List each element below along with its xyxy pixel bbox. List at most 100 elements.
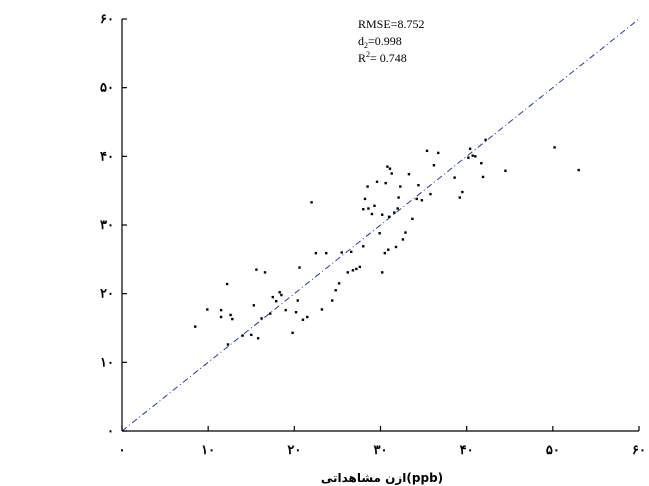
y-tick-label: ۵۰ <box>100 81 114 96</box>
rmse-text: RMSE=8.752 <box>358 17 424 31</box>
data-point <box>420 199 424 202</box>
x-tick-label: ۳۰ <box>374 443 388 458</box>
data-point <box>229 313 232 317</box>
data-point <box>256 337 260 340</box>
data-point <box>367 207 370 210</box>
r2-base: R <box>358 51 366 65</box>
data-point <box>429 192 432 196</box>
x-tick-label: ۲۰ <box>287 443 301 458</box>
data-point <box>432 164 436 167</box>
data-point <box>484 138 487 142</box>
data-point <box>363 197 367 201</box>
x-tick-label: ۱۰ <box>201 443 215 458</box>
y-tick-label: ۴۰ <box>100 149 114 164</box>
data-point <box>362 245 365 248</box>
data-point <box>381 213 384 216</box>
data-point <box>231 317 234 321</box>
data-point <box>355 267 358 271</box>
data-point <box>384 181 387 185</box>
data-point <box>225 282 229 286</box>
data-point <box>252 304 256 307</box>
data-point <box>388 167 392 170</box>
data-point <box>314 251 318 255</box>
data-point <box>194 325 197 328</box>
data-point <box>350 250 353 253</box>
data-point <box>280 293 283 297</box>
points-layer <box>194 138 580 346</box>
data-point <box>325 251 328 255</box>
data-point <box>407 172 411 176</box>
data-point <box>226 343 230 346</box>
y-tick-label: ۳۰ <box>100 218 114 233</box>
reference-line-layer <box>121 18 640 432</box>
data-point <box>346 271 349 274</box>
data-point <box>467 156 470 159</box>
d2-text: d2=0.998 <box>358 34 402 50</box>
data-point <box>378 232 381 235</box>
data-point <box>480 162 483 165</box>
data-point <box>481 175 485 179</box>
data-point <box>468 147 472 150</box>
data-point <box>310 201 313 204</box>
data-point <box>331 299 334 302</box>
data-point <box>284 308 287 312</box>
y-tick-label: ۰ <box>107 424 114 439</box>
d2-base: d <box>358 34 364 48</box>
one-to-one-reference-line <box>121 18 640 432</box>
data-point <box>296 299 299 302</box>
data-point <box>437 151 440 155</box>
data-point <box>553 146 556 149</box>
data-point <box>334 289 337 292</box>
y-tick-label: ۲۰ <box>100 287 114 302</box>
x-tick-label: ۵۰ <box>546 443 560 458</box>
data-point <box>396 207 399 210</box>
data-point <box>351 269 355 272</box>
y-tick-label: ۱۰ <box>100 355 114 370</box>
data-point <box>401 238 405 241</box>
data-point <box>362 208 365 211</box>
data-point <box>255 268 258 271</box>
r2-superscript: 2 <box>366 50 370 59</box>
data-point <box>390 172 393 175</box>
data-point <box>306 315 309 319</box>
x-tick-label: ۰ <box>119 443 126 458</box>
data-point <box>250 333 253 337</box>
data-point <box>425 149 429 153</box>
data-point <box>291 331 294 335</box>
data-point <box>271 295 274 299</box>
data-point <box>411 217 414 221</box>
data-point <box>458 196 461 199</box>
data-point <box>337 282 341 285</box>
data-point <box>301 318 305 321</box>
data-point <box>577 168 580 172</box>
data-point <box>263 271 267 274</box>
data-point <box>397 196 400 199</box>
data-point <box>474 155 477 158</box>
data-point <box>381 271 384 274</box>
data-point <box>370 212 374 216</box>
data-point <box>417 183 420 187</box>
x-axis-label: ازن مشاهداتی(ppb) <box>321 471 443 485</box>
data-point <box>386 165 389 168</box>
data-point <box>461 190 464 194</box>
x-tick-label: ۶۰ <box>632 443 646 458</box>
data-point <box>404 231 407 234</box>
data-point <box>471 154 474 157</box>
r2-value: = 0.748 <box>370 51 407 65</box>
data-point <box>298 266 301 269</box>
data-point <box>375 180 379 183</box>
data-point <box>366 185 369 188</box>
r2-text: R2= 0.748 <box>358 50 407 65</box>
data-point <box>260 317 263 320</box>
ticks-layer: ۰ ۱۰ ۲۰ ۳۰ ۴۰ ۵۰ ۶۰ ۰ ۱۰ ۲۰ ۳۰ ۴۰ ۵۰ ۶۰ <box>100 12 646 458</box>
data-point <box>383 251 387 255</box>
data-point <box>340 251 343 254</box>
data-point <box>358 265 362 269</box>
data-point <box>399 185 402 188</box>
data-point <box>275 300 278 303</box>
d2-subscript: 2 <box>364 41 368 50</box>
data-point <box>373 204 376 207</box>
data-point <box>415 197 418 201</box>
data-point <box>206 308 209 311</box>
